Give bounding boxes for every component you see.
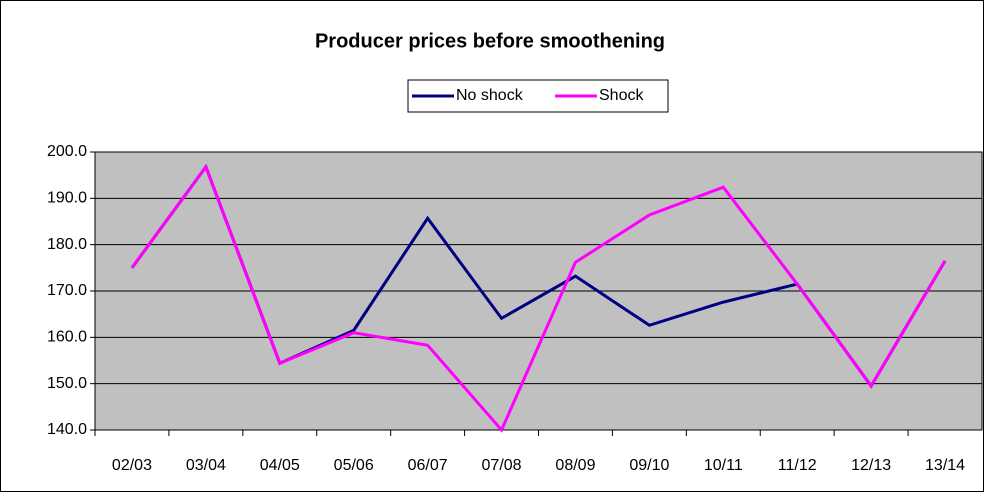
x-tick-label: 03/04: [186, 457, 226, 474]
y-tick-label: 150.0: [47, 375, 87, 392]
x-tick-label: 12/13: [851, 457, 891, 474]
legend-label: No shock: [456, 87, 524, 104]
x-tick-label: 08/09: [555, 457, 595, 474]
legend-label: Shock: [599, 87, 644, 104]
x-tick-label: 09/10: [629, 457, 669, 474]
x-tick-label: 11/12: [778, 457, 817, 474]
y-tick-label: 140.0: [47, 421, 87, 438]
series-line: [130, 163, 947, 433]
y-tick-label: 200.0: [47, 143, 87, 160]
y-tick-label: 180.0: [47, 236, 87, 253]
y-tick-label: 170.0: [47, 282, 87, 299]
x-tick-label: 13/14: [925, 457, 965, 474]
x-tick-label: 06/07: [408, 457, 448, 474]
x-tick-label: 02/03: [112, 457, 152, 474]
x-tick-label: 10/11: [704, 457, 743, 474]
chart-title: Producer prices before smoothening: [315, 30, 665, 52]
x-tick-label: 04/05: [260, 457, 300, 474]
y-tick-label: 190.0: [47, 190, 87, 207]
y-tick-label: 160.0: [47, 329, 87, 346]
x-tick-label: 07/08: [482, 457, 522, 474]
x-tick-label: 05/06: [334, 457, 374, 474]
